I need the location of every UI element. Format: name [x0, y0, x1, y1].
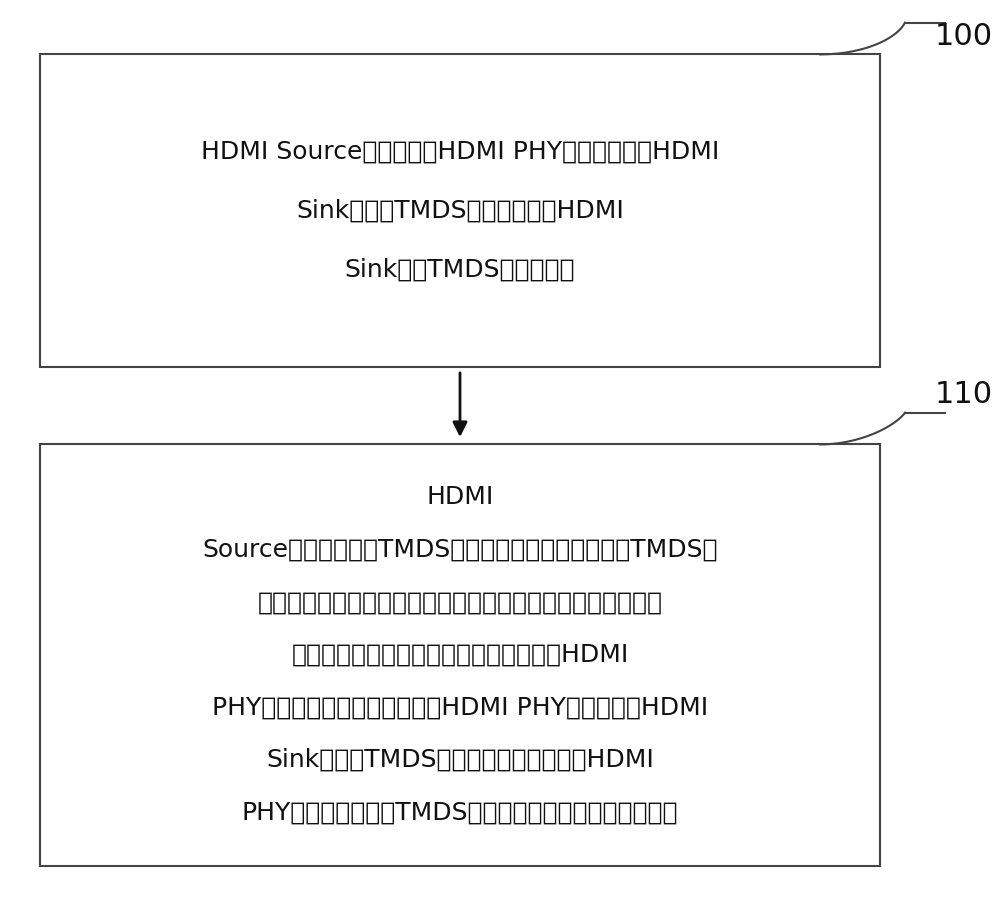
Text: Sink端中TMDS信号的状态: Sink端中TMDS信号的状态: [345, 258, 575, 281]
Text: 号的状态连续不正常的次数是否大于预设阈値，当确定大于时: 号的状态连续不正常的次数是否大于预设阈値，当确定大于时: [258, 590, 662, 614]
Text: Sink端发送TMDS信号，并获取HDMI: Sink端发送TMDS信号，并获取HDMI: [296, 199, 624, 222]
Text: Source端当确定上述TMDS信号的状态不正常时，判断TMDS信: Source端当确定上述TMDS信号的状态不正常时，判断TMDS信: [202, 538, 718, 561]
Text: ，遍历预设的传输列表，直至选择出第二HDMI: ，遍历预设的传输列表，直至选择出第二HDMI: [291, 643, 629, 667]
Text: 100: 100: [935, 22, 993, 51]
Text: HDMI Source端基于第一HDMI PHY配置参数，向HDMI: HDMI Source端基于第一HDMI PHY配置参数，向HDMI: [201, 140, 719, 163]
Text: PHY配置参数，表示TMDS信号的状态正常对应的配置参数: PHY配置参数，表示TMDS信号的状态正常对应的配置参数: [242, 801, 678, 824]
Text: 110: 110: [935, 380, 993, 409]
Text: Sink端发送TMDS信号；其中，上述第二HDMI: Sink端发送TMDS信号；其中，上述第二HDMI: [266, 748, 654, 772]
Text: HDMI: HDMI: [426, 485, 494, 509]
FancyBboxPatch shape: [40, 444, 880, 866]
FancyBboxPatch shape: [40, 54, 880, 367]
Text: PHY配置参数，并基于上述第二HDMI PHY配置参数向HDMI: PHY配置参数，并基于上述第二HDMI PHY配置参数向HDMI: [212, 696, 708, 719]
